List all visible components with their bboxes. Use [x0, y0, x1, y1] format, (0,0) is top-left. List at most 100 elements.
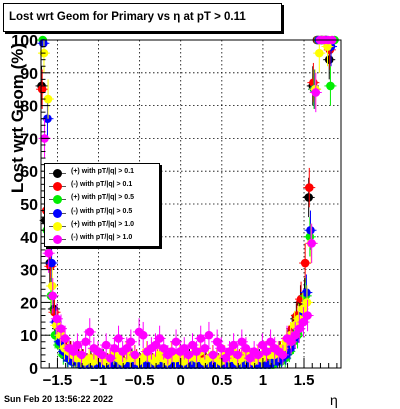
- legend-label: (-) with pT/|q| > 1.0: [71, 234, 133, 241]
- data-point: [179, 344, 189, 353]
- data-point: [245, 353, 255, 363]
- legend-marker: [53, 221, 62, 231]
- legend-entry: (+) with pT/|q| > 1.0: [45, 220, 159, 233]
- y-tick-label: 100: [11, 33, 38, 50]
- data-point: [212, 337, 222, 347]
- series-layer: [35, 35, 341, 370]
- data-point: [85, 327, 95, 337]
- data-point: [159, 344, 169, 353]
- y-tick-label: 10: [20, 328, 38, 345]
- data-point: [285, 344, 295, 353]
- data-point: [204, 330, 214, 340]
- data-point: [77, 350, 86, 360]
- data-point: [126, 337, 136, 347]
- legend-label: (+) with pT/|q| > 0.1: [71, 168, 135, 175]
- x-tick-label: −1: [90, 372, 107, 389]
- data-point: [298, 304, 308, 314]
- data-point: [314, 48, 324, 58]
- timestamp: Sun Feb 20 13:56:22 2022: [4, 394, 114, 404]
- legend-label: (+) with pT/|q| > 1.0: [71, 220, 135, 228]
- data-point: [101, 340, 111, 350]
- data-point: [225, 347, 234, 356]
- data-point: [162, 357, 172, 366]
- data-point: [37, 84, 47, 94]
- chart-title-box: Lost wrt Geom for Primary vs η at pT > 0…: [3, 3, 282, 32]
- legend-marker: [53, 169, 62, 178]
- axes: −1.5 −1 −0.5 0 0.5 1 1.5 0 10 20 30 40 50 60 70 80 90 100: [11, 33, 338, 389]
- data-point: [43, 94, 53, 104]
- data-point: [138, 330, 148, 340]
- x-tick-label: 1.5: [294, 372, 315, 389]
- data-point: [191, 353, 201, 363]
- data-point: [47, 281, 57, 291]
- legend-entry: (-) with pT/|q| > 1.0: [45, 233, 159, 246]
- data-point: [306, 225, 315, 235]
- series-5: [38, 35, 339, 368]
- data-point: [106, 353, 115, 363]
- data-point: [150, 357, 160, 366]
- data-point: [138, 353, 147, 363]
- data-point: [97, 350, 107, 360]
- data-point: [73, 340, 82, 350]
- legend: (+) with pT/|q| > 0.1 (-) with pT/|q| > 0…: [44, 163, 160, 247]
- data-point: [266, 337, 275, 347]
- y-tick-label: 70: [20, 131, 38, 148]
- data-point: [43, 114, 52, 124]
- data-point: [122, 344, 132, 353]
- data-point: [114, 334, 123, 343]
- legend-entry: (-) with pT/|q| > 0.1: [45, 180, 159, 193]
- data-point: [88, 357, 98, 366]
- data-point: [302, 298, 312, 307]
- data-point: [151, 340, 160, 350]
- data-point: [253, 350, 263, 360]
- y-tick-label: 90: [20, 66, 38, 83]
- data-point: [52, 314, 62, 324]
- data-point: [262, 347, 271, 356]
- data-point: [300, 258, 310, 268]
- legend-marker: [53, 182, 62, 192]
- data-point: [216, 344, 226, 353]
- x-tick-label: 0.5: [211, 372, 232, 389]
- data-point: [221, 353, 230, 363]
- data-point: [130, 350, 140, 360]
- y-tick-label: 60: [20, 164, 38, 181]
- data-point: [326, 81, 335, 91]
- data-point: [47, 258, 56, 268]
- legend-marker: [53, 235, 62, 244]
- data-point: [81, 337, 90, 347]
- legend-marker: [53, 195, 62, 205]
- data-point: [229, 340, 238, 350]
- data-point: [110, 344, 119, 353]
- y-tick-label: 30: [20, 263, 38, 280]
- data-point: [208, 350, 218, 360]
- data-point: [295, 324, 304, 333]
- data-point: [304, 183, 314, 192]
- data-point: [196, 334, 206, 343]
- legend-entry: (-) with pT/|q| > 0.5: [45, 207, 159, 220]
- data-point: [188, 340, 197, 350]
- y-tick-label: 50: [20, 197, 38, 214]
- y-tick-label: 80: [20, 99, 38, 116]
- chart-title: Lost wrt Geom for Primary vs η at pT > 0…: [9, 11, 246, 23]
- data-point: [286, 337, 296, 347]
- data-point: [299, 317, 308, 327]
- data-point: [56, 324, 66, 333]
- data-point: [290, 330, 300, 340]
- data-point: [117, 357, 127, 366]
- x-tick-label: 1: [259, 372, 267, 389]
- data-point: [171, 337, 181, 347]
- y-tick-label: 0: [29, 361, 38, 378]
- legend-label: (-) with pT/|q| > 0.5: [71, 207, 133, 215]
- legend-label: (-) with pT/|q| > 0.1: [71, 181, 133, 189]
- data-point: [241, 344, 251, 353]
- data-point: [48, 291, 58, 301]
- x-tick-label: −1.5: [43, 372, 73, 389]
- data-point: [237, 337, 247, 347]
- data-point: [200, 344, 210, 353]
- legend-entry: (+) with pT/|q| > 0.5: [45, 193, 159, 206]
- data-point: [192, 347, 201, 356]
- data-point: [44, 248, 53, 258]
- y-tick-label: 20: [20, 295, 38, 312]
- x-tick-label: 0: [177, 372, 185, 389]
